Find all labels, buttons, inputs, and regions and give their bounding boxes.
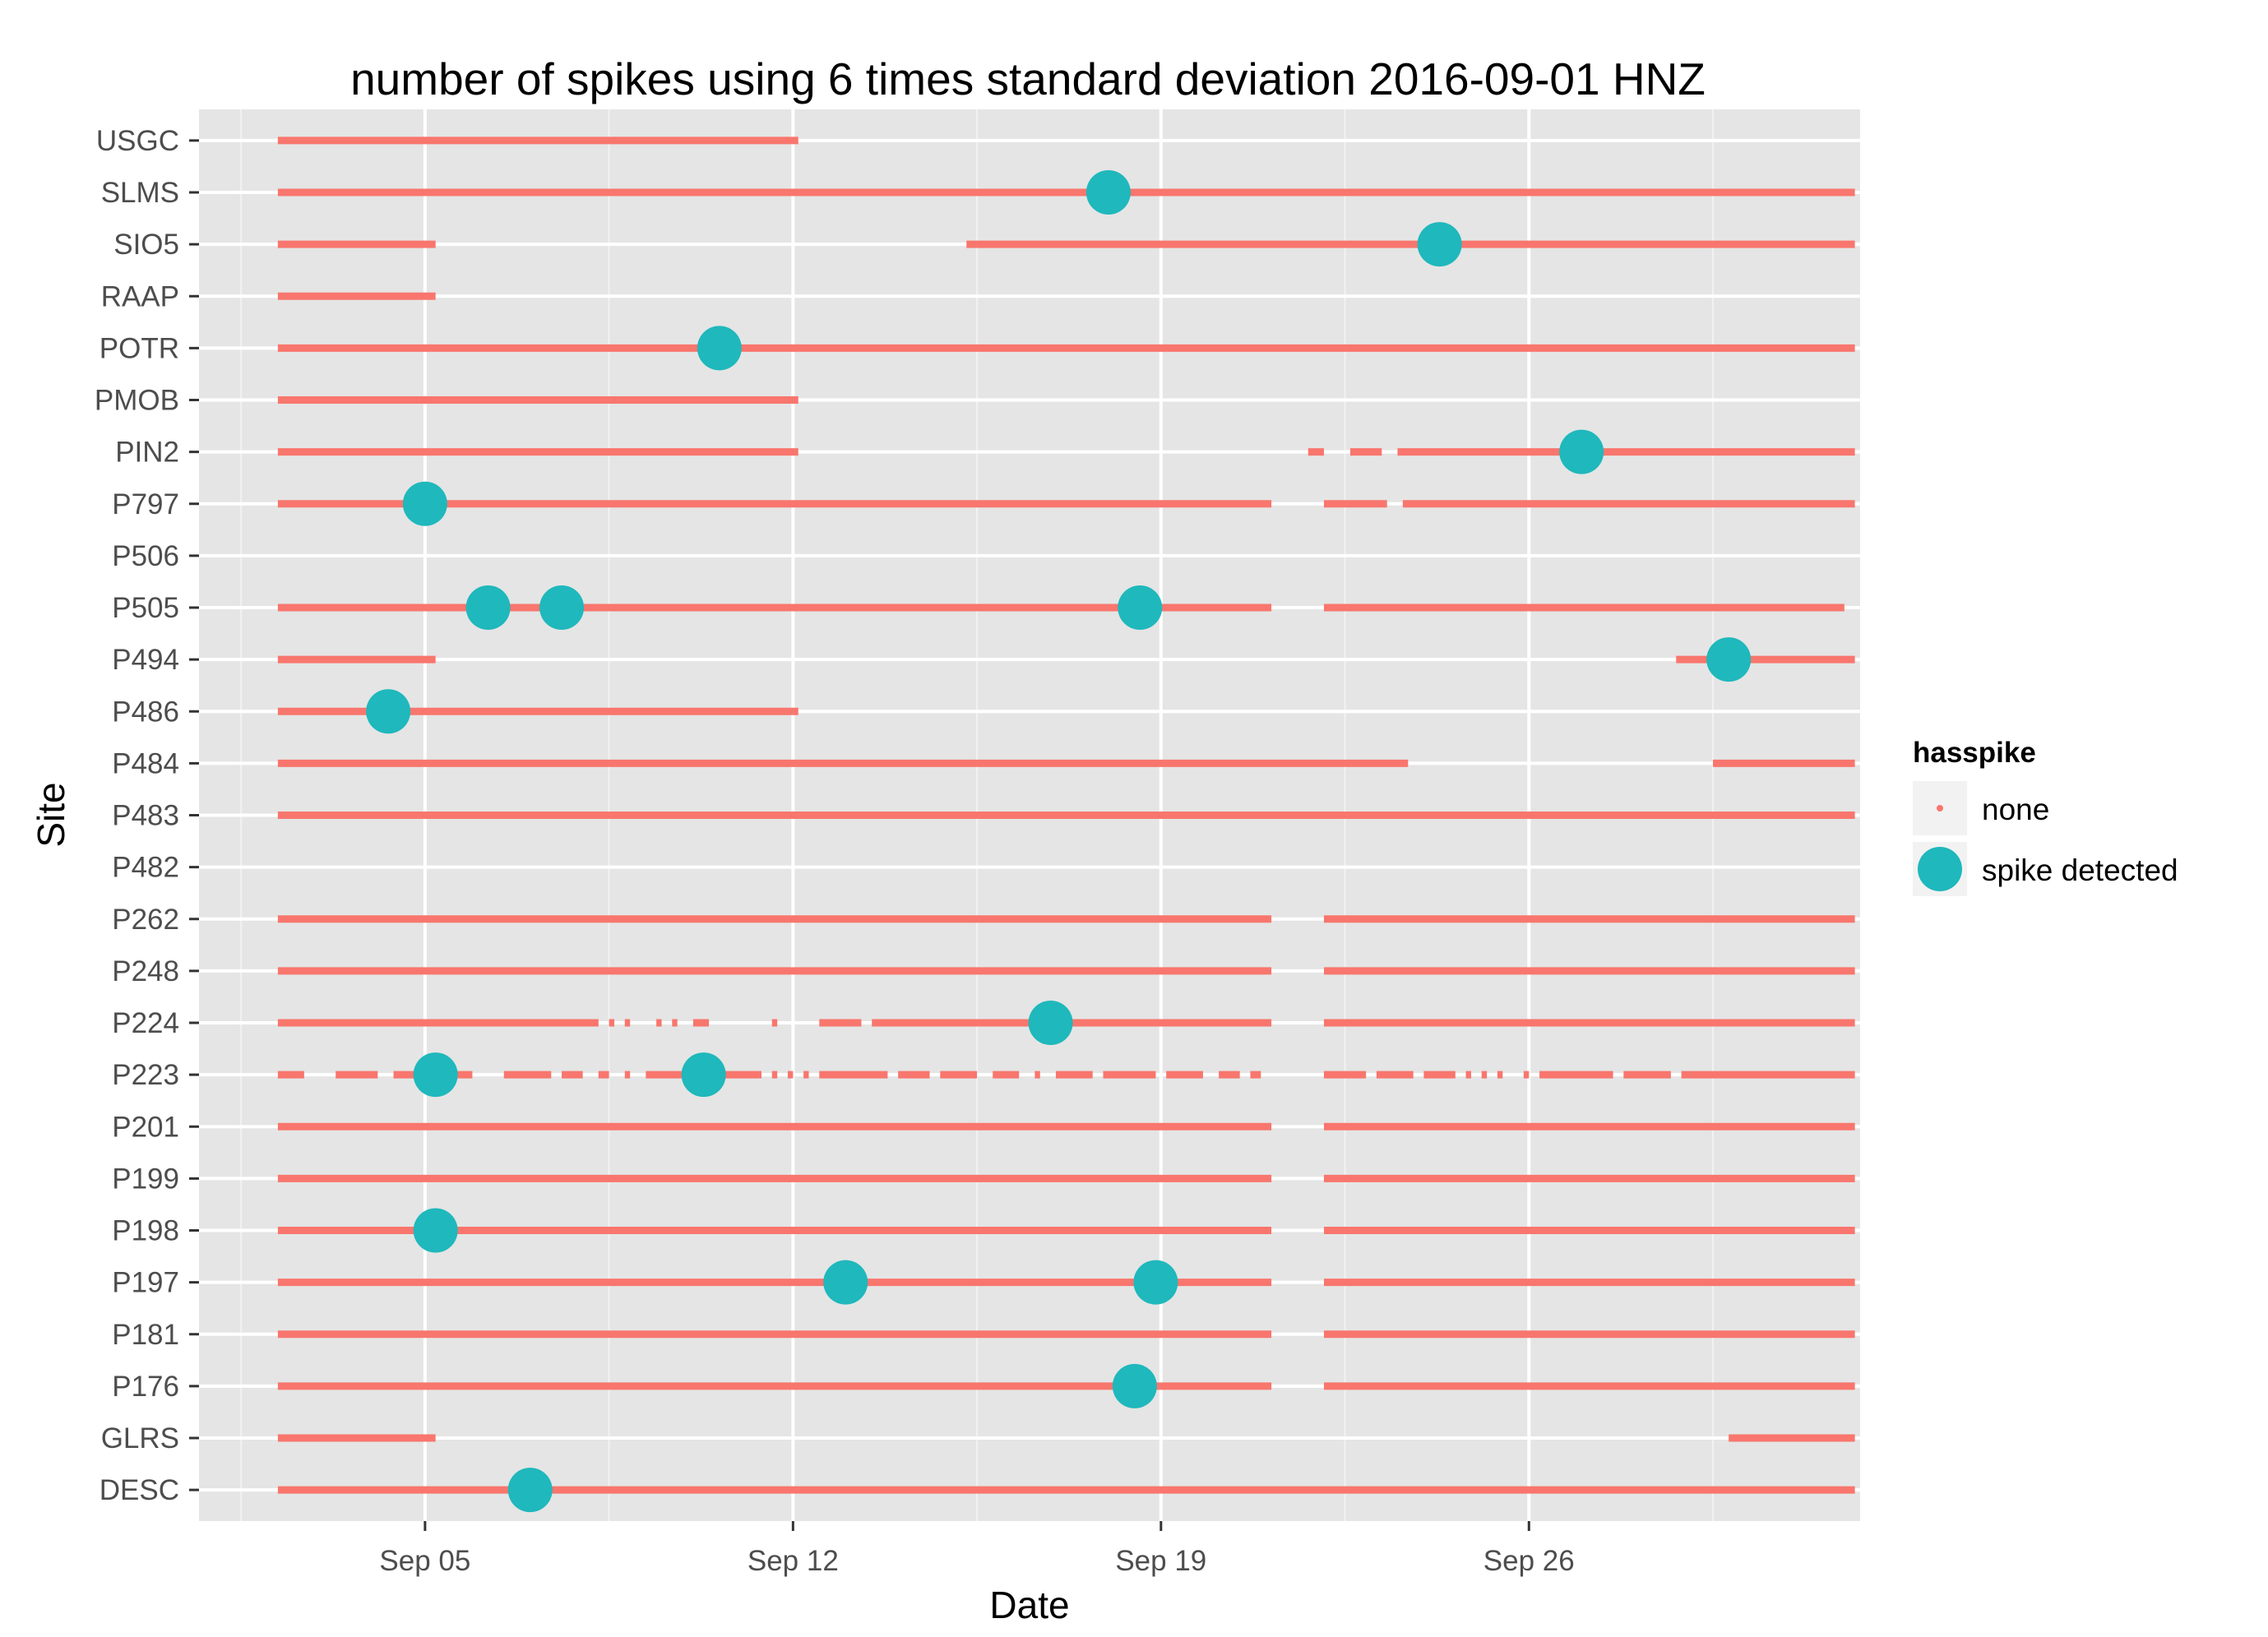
legend-key-spike <box>1918 847 1962 891</box>
spike-point-p505 <box>539 585 585 630</box>
y-tick-label-p505: P505 <box>112 592 179 624</box>
spike-point-p197 <box>823 1260 868 1305</box>
y-tick-label-usgc: USGC <box>96 125 179 157</box>
x-tick-label: Sep 26 <box>1483 1545 1575 1577</box>
y-axis: USGC SLMS SIO5 RAAP POTR PMOB PIN2 P797 P506 P505… <box>95 125 199 1506</box>
y-axis-title: Site <box>30 782 72 847</box>
legend-label-none: none <box>1982 793 2049 826</box>
x-axis: Sep 05 Sep 12 Sep 19 Sep 26 <box>379 1521 1575 1577</box>
spike-point-p797 <box>402 481 447 526</box>
legend-label-spike: spike detected <box>1982 853 2178 887</box>
spike-point-p176 <box>1112 1363 1157 1408</box>
y-tick-label-p181: P181 <box>112 1319 179 1351</box>
y-tick-label-glrs: GLRS <box>101 1422 179 1454</box>
x-tick-label: Sep 19 <box>1115 1545 1206 1577</box>
y-tick-label-slms: SLMS <box>101 177 179 209</box>
y-tick-label-p483: P483 <box>112 800 179 832</box>
y-tick-label-p482: P482 <box>112 852 179 884</box>
x-tick-label: Sep 12 <box>748 1545 839 1577</box>
y-tick-label-p248: P248 <box>112 955 179 987</box>
spike-point-potr <box>697 326 742 371</box>
y-tick-label-p197: P197 <box>112 1267 179 1299</box>
y-tick-label-p224: P224 <box>112 1007 179 1039</box>
spike-point-p505 <box>1118 585 1163 630</box>
spike-point-sio5 <box>1417 222 1462 267</box>
legend-key-none <box>1937 805 1943 812</box>
x-tick-label: Sep 05 <box>379 1545 470 1577</box>
y-tick-label-p201: P201 <box>112 1111 179 1143</box>
x-axis-title: Date <box>989 1584 1069 1626</box>
chart-title: number of spikes using 6 times standard … <box>350 53 1706 104</box>
series-layer <box>277 136 1855 1494</box>
spike-point-p224 <box>1028 1001 1073 1045</box>
spike-point-p223 <box>681 1052 726 1098</box>
spike-point-desc <box>507 1468 553 1513</box>
spike-point-p198 <box>413 1208 458 1253</box>
y-tick-label-desc: DESC <box>100 1474 179 1506</box>
spike-point-p223 <box>413 1052 458 1098</box>
y-tick-label-p223: P223 <box>112 1059 179 1091</box>
spike-point-p197 <box>1133 1260 1178 1305</box>
y-tick-label-sio5: SIO5 <box>113 229 179 261</box>
spike-point-p505 <box>465 585 511 630</box>
y-tick-label-p506: P506 <box>112 540 179 572</box>
y-tick-label-p176: P176 <box>112 1371 179 1403</box>
y-tick-label-p198: P198 <box>112 1215 179 1247</box>
legend: hasspike none spike detected <box>1913 737 2178 896</box>
legend-title: hasspike <box>1913 737 2036 769</box>
y-tick-label-p797: P797 <box>112 488 179 520</box>
spike-point-p494 <box>1706 637 1752 682</box>
y-tick-label-p199: P199 <box>112 1163 179 1195</box>
spike-point-pin2 <box>1559 429 1604 474</box>
spike-points-layer <box>366 170 1752 1513</box>
y-tick-label-p262: P262 <box>112 904 179 936</box>
y-tick-label-pmob: PMOB <box>95 385 179 417</box>
y-tick-label-pin2: PIN2 <box>115 437 179 469</box>
y-tick-label-p486: P486 <box>112 696 179 728</box>
y-tick-label-raap: RAAP <box>101 280 179 312</box>
spike-point-p486 <box>366 689 411 734</box>
y-tick-label-potr: POTR <box>100 332 179 364</box>
y-tick-label-p484: P484 <box>112 747 179 779</box>
spike-point-slms <box>1085 170 1131 215</box>
y-tick-label-p494: P494 <box>112 644 179 676</box>
